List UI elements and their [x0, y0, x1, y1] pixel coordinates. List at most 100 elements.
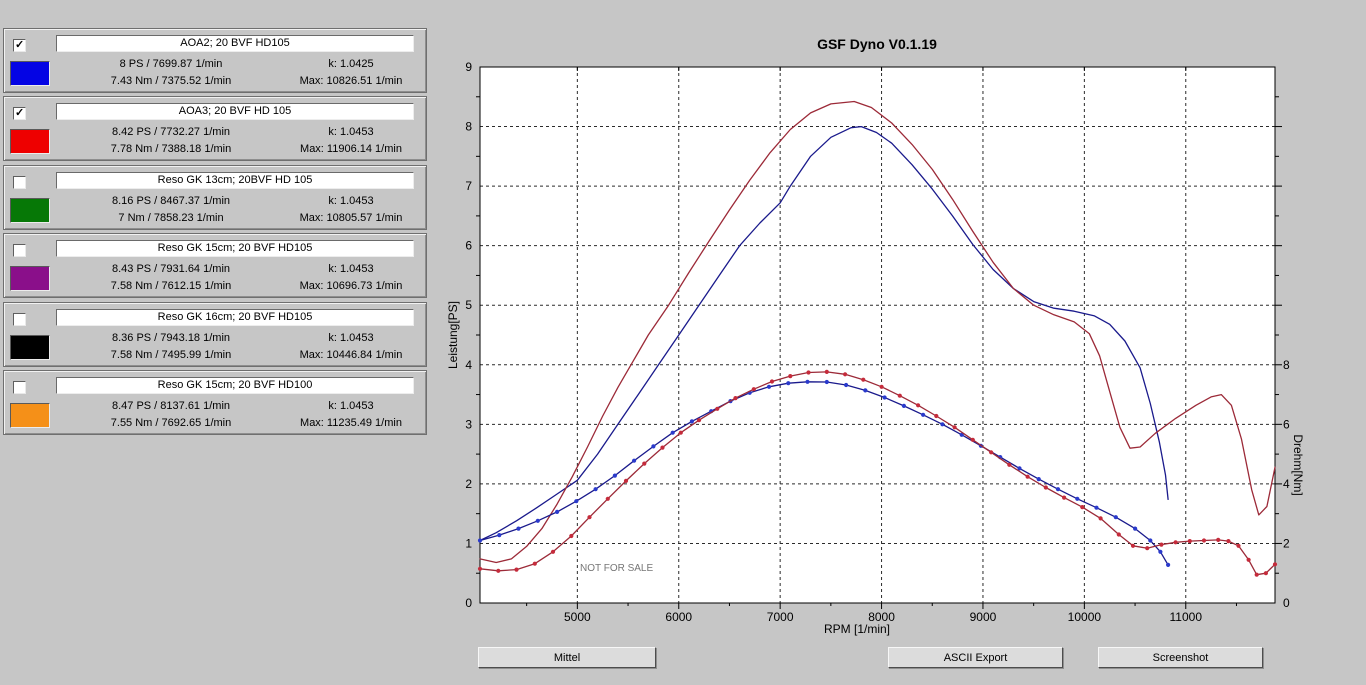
dataset-visibility-checkbox[interactable]: ✓	[13, 244, 26, 258]
aoa3-torque-marker	[1007, 462, 1012, 467]
screenshot-button[interactable]: Screenshot	[1098, 647, 1263, 668]
aoa3-power-curve	[479, 100, 1276, 564]
aoa3-torque-marker	[660, 445, 665, 450]
aoa2-torque-marker	[1158, 549, 1163, 554]
aoa3-torque-marker	[1159, 542, 1164, 547]
stat-max-power: 8.36 PS / 7943.18 1/min	[111, 331, 231, 344]
aoa3-torque-marker	[1145, 546, 1150, 551]
dataset-title-input[interactable]: Reso GK 15cm; 20 BVF HD100	[56, 377, 414, 394]
aoa3-torque-marker	[1201, 538, 1207, 543]
stat-max-power: 8.43 PS / 7931.64 1/min	[111, 263, 231, 276]
aoa3-torque-marker	[642, 461, 647, 466]
aoa2-torque-marker	[477, 538, 483, 543]
watermark-text: NOT FOR SALE	[580, 563, 654, 574]
stat-max-rpm: Max: 10446.84 1/min	[299, 348, 403, 361]
ascii-export-button[interactable]: ASCII Export	[888, 647, 1063, 668]
y-axis-label-right: Drehm[Nm]	[1291, 434, 1305, 496]
stat-max-rpm: Max: 11235.49 1/min	[300, 417, 402, 429]
dataset-color-swatch[interactable]	[10, 61, 50, 86]
dataset-color-swatch[interactable]	[10, 403, 50, 428]
dataset-color-swatch[interactable]	[10, 334, 50, 360]
y-left-tick-label: 6	[465, 239, 472, 253]
x-tick-label: 9000	[970, 610, 997, 624]
aoa3-torque-marker	[1263, 571, 1268, 576]
aoa3-torque-marker	[1025, 474, 1030, 479]
dataset-visibility-checkbox[interactable]: ✓	[13, 39, 26, 52]
dataset-panel: ✓ AOA3; 20 BVF HD 105 8.42 PS / 7732.27 …	[3, 96, 427, 162]
aoa3-torque-marker	[678, 430, 683, 435]
stat-k-factor: k: 1.0453	[328, 400, 374, 412]
aoa2-torque-marker	[670, 430, 675, 435]
checkmark-icon: ✓	[15, 107, 25, 120]
dataset-panel: ✓ Reso GK 15cm; 20 BVF HD105 8.43 PS / 7…	[3, 233, 427, 299]
aoa3-torque-marker	[843, 372, 848, 377]
aoa3-torque-marker	[1116, 532, 1121, 537]
aoa3-torque-marker	[970, 437, 975, 442]
dataset-visibility-checkbox[interactable]: ✓	[13, 175, 26, 189]
dataset-title-input[interactable]: Reso GK 16cm; 20 BVF HD105	[56, 308, 414, 326]
aoa3-torque-marker	[1187, 539, 1192, 544]
dataset-visibility-checkbox[interactable]: ✓	[13, 381, 26, 394]
y-left-tick-label: 5	[465, 298, 472, 312]
x-tick-label: 7000	[767, 610, 794, 624]
dataset-title-input[interactable]: Reso GK 13cm; 20BVF HD 105	[56, 171, 414, 189]
aoa3-torque-marker	[1098, 516, 1103, 521]
aoa2-torque-marker	[844, 382, 849, 388]
aoa2-torque-marker	[959, 432, 964, 437]
mittel-button[interactable]: Mittel	[478, 647, 656, 668]
stat-max-torque: 7.58 Nm / 7495.99 1/min	[110, 348, 232, 361]
aoa3-torque-marker	[605, 496, 610, 501]
stat-max-rpm: Max: 10826.51 1/min	[299, 75, 403, 87]
aoa3-torque-marker	[477, 566, 483, 571]
x-tick-label: 8000	[868, 610, 895, 624]
y-left-tick-label: 9	[465, 60, 472, 74]
stat-max-torque: 7.55 Nm / 7692.65 1/min	[110, 417, 232, 429]
stat-max-power: 8.42 PS / 7732.27 1/min	[111, 126, 231, 139]
dataset-title-input[interactable]: Reso GK 15cm; 20 BVF HD105	[56, 240, 414, 258]
y-left-tick-label: 2	[465, 477, 472, 491]
aoa3-torque-marker	[587, 515, 592, 520]
aoa3-torque-marker	[879, 384, 884, 389]
aoa3-torque-marker	[916, 403, 921, 408]
aoa3-torque-marker	[934, 413, 939, 419]
dataset-visibility-checkbox[interactable]: ✓	[13, 312, 26, 326]
dataset-color-swatch[interactable]	[10, 129, 50, 155]
dataset-title-input[interactable]: AOA3; 20 BVF HD 105	[56, 103, 414, 121]
aoa2-power-curve	[479, 125, 1169, 542]
chart-title: GSF Dyno V0.1.19	[817, 36, 937, 52]
aoa3-torque-marker	[989, 450, 994, 455]
y-left-tick-label: 4	[465, 358, 472, 372]
aoa2-torque-marker	[593, 487, 598, 492]
dataset-visibility-checkbox[interactable]: ✓	[13, 107, 26, 121]
stat-k-factor: k: 1.0425	[328, 58, 374, 70]
aoa2-torque-marker	[1148, 538, 1153, 543]
x-tick-label: 5000	[564, 610, 591, 624]
aoa2-torque-marker	[1036, 477, 1041, 482]
aoa2-torque-marker	[921, 412, 926, 417]
dataset-title-input[interactable]: AOA2; 20 BVF HD105	[56, 35, 414, 52]
y-right-tick-label: 6	[1283, 417, 1290, 431]
aoa2-torque-marker	[497, 533, 502, 538]
dataset-color-swatch[interactable]	[10, 266, 50, 292]
aoa2-torque-marker	[1113, 515, 1118, 520]
stat-max-power: 8 PS / 7699.87 1/min	[119, 58, 223, 70]
dataset-panel: ✓ Reso GK 13cm; 20BVF HD 105 8.16 PS / 8…	[3, 164, 427, 230]
aoa2-torque-marker	[1094, 505, 1099, 510]
stat-max-torque: 7 Nm / 7858.23 1/min	[118, 211, 224, 224]
aoa2-torque-marker	[766, 384, 772, 389]
aoa3-torque-marker	[1254, 572, 1259, 577]
aoa2-torque-marker	[689, 419, 695, 424]
y-left-tick-label: 8	[465, 120, 472, 134]
aoa3-torque-marker	[496, 568, 501, 573]
aoa3-torque-marker	[1130, 543, 1136, 548]
aoa3-torque-marker	[623, 478, 629, 483]
aoa3-torque-marker	[569, 533, 574, 539]
aoa3-torque-marker	[1236, 543, 1241, 548]
aoa3-torque-marker	[733, 396, 738, 401]
aoa2-torque-marker	[535, 518, 540, 523]
dataset-panel: ✓ AOA2; 20 BVF HD105 8 PS / 7699.87 1/mi…	[3, 28, 427, 93]
dataset-color-swatch[interactable]	[10, 197, 50, 223]
aoa3-torque-marker	[952, 425, 957, 430]
stat-k-factor: k: 1.0453	[328, 126, 374, 139]
